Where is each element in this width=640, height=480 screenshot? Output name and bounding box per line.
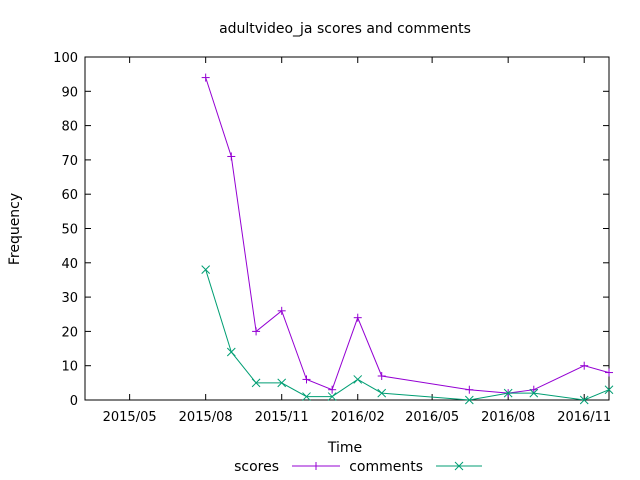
x-tick-label: 2015/05 — [103, 410, 157, 425]
comments-point-b — [277, 378, 287, 388]
y-axis: 0 10 20 30 40 50 60 70 80 90 100 — [53, 51, 609, 409]
x-tick-label: 2016/08 — [481, 410, 535, 425]
x-tick-label: 2016/05 — [405, 410, 459, 425]
y-tick-label: 30 — [61, 291, 78, 306]
x-axis: 2015/05 2015/08 2015/11 2016/02 2016/05 2016/… — [103, 57, 611, 425]
legend-label-scores: scores — [234, 459, 279, 475]
series-layer — [201, 73, 614, 405]
legend: scores comments — [234, 459, 482, 475]
chart-title: adultvideo_ja scores and comments — [219, 21, 471, 37]
comments-point-b — [604, 385, 614, 395]
y-tick-label: 10 — [61, 360, 78, 375]
y-tick-label: 70 — [61, 154, 78, 169]
series-scores — [201, 73, 613, 398]
comments-point-b — [226, 347, 236, 357]
series-comments — [201, 265, 614, 405]
y-tick-label: 60 — [61, 188, 78, 203]
y-tick-label: 40 — [61, 257, 78, 272]
comments-point-b — [503, 388, 513, 398]
y-tick-label: 20 — [61, 325, 78, 340]
x-tick-label: 2016/11 — [557, 410, 611, 425]
comments-point-b — [464, 395, 474, 405]
y-tick-label: 50 — [61, 223, 78, 238]
x-tick-label: 2015/11 — [255, 410, 309, 425]
y-tick-label: 0 — [70, 394, 78, 409]
comments-point-b — [302, 392, 311, 401]
y-tick-label: 90 — [61, 85, 78, 100]
x-tick-label: 2015/08 — [179, 410, 233, 425]
x-axis-title: Time — [327, 440, 362, 456]
comments-point-b — [251, 378, 261, 388]
comments-point-b — [579, 395, 589, 405]
y-tick-label: 80 — [61, 120, 78, 135]
legend-marker-comments-b — [454, 461, 464, 471]
comments-point-b — [377, 388, 387, 398]
comments-point-b — [201, 265, 211, 275]
y-axis-title: Frequency — [7, 193, 23, 265]
comments-point-b — [327, 392, 337, 401]
legend-label-comments: comments — [349, 459, 423, 475]
comments-point-b — [353, 375, 363, 384]
x-tick-label: 2016/02 — [331, 410, 385, 425]
y-tick-label: 100 — [53, 51, 78, 66]
comments-point-b — [529, 388, 539, 398]
